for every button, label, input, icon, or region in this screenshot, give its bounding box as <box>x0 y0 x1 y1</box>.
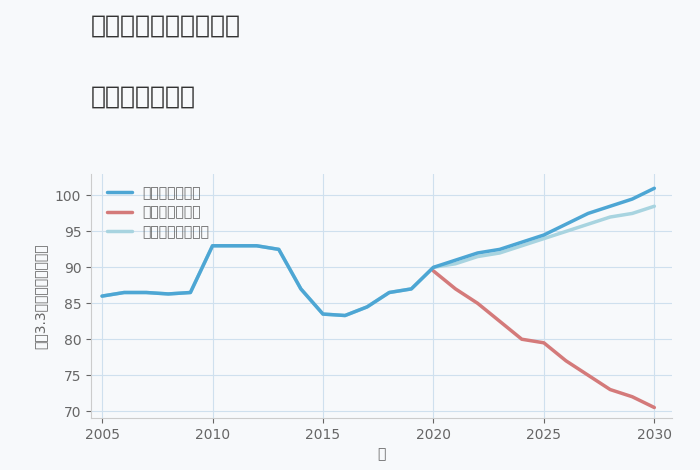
グッドシナリオ <box>385 290 393 295</box>
グッドシナリオ <box>318 311 327 317</box>
ノーマルシナリオ <box>385 290 393 295</box>
バッドシナリオ <box>452 286 460 292</box>
グッドシナリオ <box>341 313 349 318</box>
ノーマルシナリオ <box>120 290 128 295</box>
グッドシナリオ <box>230 243 239 249</box>
グッドシナリオ <box>517 239 526 245</box>
ノーマルシナリオ <box>209 243 217 249</box>
バッドシナリオ <box>429 268 438 274</box>
ノーマルシナリオ <box>98 293 106 299</box>
グッドシナリオ <box>606 204 615 209</box>
Line: ノーマルシナリオ: ノーマルシナリオ <box>102 206 654 315</box>
グッドシナリオ <box>473 250 482 256</box>
グッドシナリオ <box>253 243 261 249</box>
Text: 大阪府高槻市三島江の: 大阪府高槻市三島江の <box>91 14 241 38</box>
グッドシナリオ <box>562 221 570 227</box>
ノーマルシナリオ <box>496 250 504 256</box>
ノーマルシナリオ <box>650 204 659 209</box>
グッドシナリオ <box>274 247 283 252</box>
グッドシナリオ <box>98 293 106 299</box>
Line: グッドシナリオ: グッドシナリオ <box>102 188 654 315</box>
グッドシナリオ <box>496 247 504 252</box>
バッドシナリオ <box>517 337 526 342</box>
Legend: グッドシナリオ, バッドシナリオ, ノーマルシナリオ: グッドシナリオ, バッドシナリオ, ノーマルシナリオ <box>104 183 212 242</box>
ノーマルシナリオ <box>452 261 460 266</box>
ノーマルシナリオ <box>318 311 327 317</box>
グッドシナリオ <box>186 290 195 295</box>
バッドシナリオ <box>606 387 615 392</box>
グッドシナリオ <box>209 243 217 249</box>
ノーマルシナリオ <box>142 290 150 295</box>
ノーマルシナリオ <box>628 211 636 216</box>
ノーマルシナリオ <box>253 243 261 249</box>
バッドシナリオ <box>540 340 548 345</box>
グッドシナリオ <box>363 304 371 310</box>
X-axis label: 年: 年 <box>377 447 386 462</box>
ノーマルシナリオ <box>473 254 482 259</box>
Text: 土地の価格推移: 土地の価格推移 <box>91 85 196 109</box>
ノーマルシナリオ <box>274 247 283 252</box>
バッドシナリオ <box>473 300 482 306</box>
ノーマルシナリオ <box>562 228 570 234</box>
グッドシナリオ <box>628 196 636 202</box>
ノーマルシナリオ <box>584 221 592 227</box>
ノーマルシナリオ <box>186 290 195 295</box>
ノーマルシナリオ <box>540 236 548 242</box>
グッドシナリオ <box>297 286 305 292</box>
ノーマルシナリオ <box>517 243 526 249</box>
グッドシナリオ <box>540 232 548 238</box>
グッドシナリオ <box>120 290 128 295</box>
バッドシナリオ <box>650 405 659 410</box>
ノーマルシナリオ <box>341 313 349 318</box>
グッドシナリオ <box>407 286 416 292</box>
バッドシナリオ <box>628 394 636 399</box>
Y-axis label: 坪（3.3㎡）単価（万円）: 坪（3.3㎡）単価（万円） <box>34 243 48 349</box>
ノーマルシナリオ <box>230 243 239 249</box>
ノーマルシナリオ <box>363 304 371 310</box>
ノーマルシナリオ <box>164 291 172 297</box>
バッドシナリオ <box>584 372 592 378</box>
ノーマルシナリオ <box>429 265 438 270</box>
グッドシナリオ <box>142 290 150 295</box>
Line: バッドシナリオ: バッドシナリオ <box>433 271 654 407</box>
グッドシナリオ <box>452 258 460 263</box>
バッドシナリオ <box>562 358 570 364</box>
グッドシナリオ <box>164 291 172 297</box>
グッドシナリオ <box>650 186 659 191</box>
グッドシナリオ <box>429 265 438 270</box>
ノーマルシナリオ <box>407 286 416 292</box>
ノーマルシナリオ <box>297 286 305 292</box>
グッドシナリオ <box>584 211 592 216</box>
ノーマルシナリオ <box>606 214 615 220</box>
バッドシナリオ <box>496 319 504 324</box>
